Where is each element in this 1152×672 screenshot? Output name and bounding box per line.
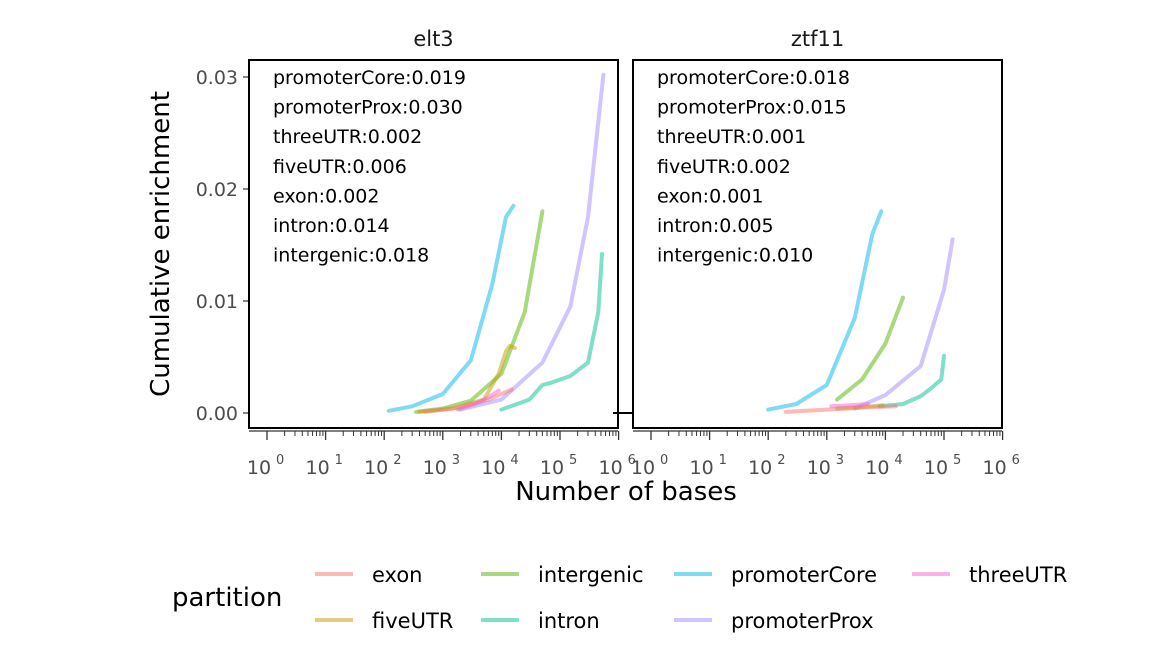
annotation-label: exon:0.001 bbox=[657, 185, 763, 207]
series-line-intron bbox=[499, 252, 604, 412]
panel-title: ztf11 bbox=[791, 27, 844, 51]
legend-label: promoterProx bbox=[731, 609, 874, 633]
x-tick-exponent: 6 bbox=[628, 453, 636, 468]
x-tick-exponent: 1 bbox=[719, 453, 727, 468]
series-line-promoterCore bbox=[386, 203, 516, 413]
x-tick-label: 10 bbox=[807, 457, 831, 479]
legend-item-exon: exon bbox=[315, 563, 423, 587]
legend-label: promoterCore bbox=[731, 563, 877, 587]
x-tick-label: 10 bbox=[748, 457, 772, 479]
legend-item-promoterCore: promoterCore bbox=[674, 563, 877, 587]
x-tick-label: 10 bbox=[599, 457, 623, 479]
x-tick-label: 10 bbox=[865, 457, 889, 479]
x-tick-exponent: 2 bbox=[777, 453, 785, 468]
annotation-label: threeUTR:0.001 bbox=[657, 126, 806, 148]
series-line-threeUTR bbox=[829, 402, 870, 409]
x-tick-exponent: 3 bbox=[452, 453, 460, 468]
x-tick-label: 10 bbox=[306, 457, 330, 479]
annotation-label: intron:0.005 bbox=[657, 215, 774, 237]
annotation-label: fiveUTR:0.006 bbox=[273, 156, 407, 178]
annotation-label: threeUTR:0.002 bbox=[273, 126, 422, 148]
y-tick-label: 0.02 bbox=[196, 179, 238, 201]
annotation-label: promoterCore:0.019 bbox=[273, 67, 466, 89]
x-tick-exponent: 4 bbox=[894, 453, 902, 468]
x-tick-exponent: 2 bbox=[393, 453, 401, 468]
x-tick-label: 10 bbox=[481, 457, 505, 479]
x-tick-exponent: 0 bbox=[660, 453, 668, 468]
x-tick-label: 10 bbox=[924, 457, 948, 479]
legend-label: threeUTR bbox=[969, 563, 1067, 587]
legend-item-intron: intron bbox=[481, 609, 600, 633]
panel-elt3: elt3 promoterCore:0.019 promoterProx:0.030… bbox=[247, 27, 636, 479]
legend-label: fiveUTR bbox=[372, 609, 453, 633]
series-group bbox=[766, 209, 955, 414]
x-tick-label: 10 bbox=[631, 457, 655, 479]
series-line-promoterProx bbox=[852, 237, 955, 411]
x-tick-exponent: 0 bbox=[276, 453, 284, 468]
annotation-label: promoterCore:0.018 bbox=[657, 67, 850, 89]
annotation-label: promoterProx:0.015 bbox=[657, 97, 847, 119]
series-line-promoterCore bbox=[766, 209, 884, 412]
y-tick-label: 0.01 bbox=[196, 291, 238, 313]
panel-ztf11: ztf11 promoterCore:0.018 promoterProx:0.01… bbox=[631, 27, 1020, 479]
legend-item-threeUTR: threeUTR bbox=[912, 563, 1067, 587]
x-tick-label: 10 bbox=[423, 457, 447, 479]
x-tick-label: 10 bbox=[983, 457, 1007, 479]
legend-label: intergenic bbox=[538, 563, 644, 587]
series-line-exon bbox=[783, 404, 898, 414]
x-tick-label: 10 bbox=[364, 457, 388, 479]
series-line-promoterProx bbox=[458, 72, 606, 412]
annotation-label: intron:0.014 bbox=[273, 215, 390, 237]
x-tick-exponent: 4 bbox=[510, 453, 518, 468]
legend-item-fiveUTR: fiveUTR bbox=[315, 609, 453, 633]
legend-label: exon bbox=[372, 563, 423, 587]
y-tick-label: 0.00 bbox=[196, 403, 238, 425]
annotation-label: promoterProx:0.030 bbox=[273, 97, 463, 119]
legend-label: intron bbox=[538, 609, 600, 633]
legend-item-promoterProx: promoterProx bbox=[674, 609, 874, 633]
series-group bbox=[386, 72, 606, 414]
legend-title: partition bbox=[172, 583, 282, 613]
panel-border bbox=[248, 59, 619, 429]
x-tick-exponent: 3 bbox=[836, 453, 844, 468]
y-tick-label: 0.03 bbox=[196, 67, 238, 89]
annotation-label: intergenic:0.010 bbox=[657, 245, 813, 267]
x-tick-label: 10 bbox=[690, 457, 714, 479]
x-tick-exponent: 1 bbox=[335, 453, 343, 468]
x-axis-title: Number of bases bbox=[515, 477, 737, 507]
x-tick-exponent: 5 bbox=[953, 453, 961, 468]
annotation-label: intergenic:0.018 bbox=[273, 245, 429, 267]
legend-item-intergenic: intergenic bbox=[481, 563, 644, 587]
annotation-label: fiveUTR:0.002 bbox=[657, 156, 791, 178]
series-line-intergenic bbox=[835, 295, 905, 402]
x-tick-label: 10 bbox=[247, 457, 271, 479]
panel-title: elt3 bbox=[413, 27, 453, 51]
x-tick-label: 10 bbox=[540, 457, 564, 479]
series-line-threeUTR bbox=[455, 388, 501, 412]
series-line-intron bbox=[877, 353, 946, 409]
annotation-label: exon:0.002 bbox=[273, 185, 379, 207]
x-tick-exponent: 6 bbox=[1012, 453, 1020, 468]
panel-border bbox=[632, 59, 1003, 429]
x-tick-exponent: 5 bbox=[569, 453, 577, 468]
y-axis-title: Cumulative enrichment bbox=[146, 91, 176, 397]
